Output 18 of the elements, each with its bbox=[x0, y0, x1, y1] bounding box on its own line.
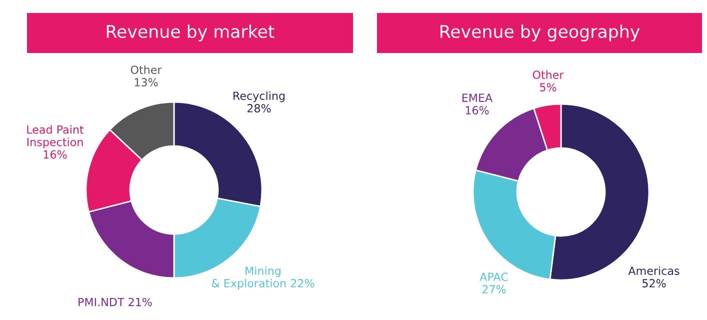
slice-label: Other bbox=[130, 65, 162, 74]
slice-label: Recycling bbox=[234, 91, 285, 102]
slice-label: PMI.NDT 21% bbox=[78, 298, 152, 306]
data-label: 28% bbox=[247, 104, 271, 112]
slice-label: EMEA bbox=[462, 94, 493, 102]
slice-label: Lead Paint Inspection bbox=[27, 125, 84, 148]
data-label: 16% bbox=[44, 150, 67, 159]
slice-label: Other bbox=[532, 70, 564, 80]
data-label: 5% bbox=[540, 83, 556, 92]
data-label: 52% bbox=[642, 279, 666, 288]
data-label: 13% bbox=[134, 78, 158, 86]
slice-label: Americas bbox=[628, 266, 680, 276]
chart-title: Revenue by geography bbox=[440, 24, 640, 42]
data-label: 16% bbox=[466, 106, 489, 114]
data-label: 27% bbox=[482, 285, 506, 294]
chart-title: Revenue by market bbox=[106, 24, 274, 42]
slice-label: APAC bbox=[480, 272, 508, 282]
slice-label: Mining & Exploration 22% bbox=[212, 266, 314, 290]
